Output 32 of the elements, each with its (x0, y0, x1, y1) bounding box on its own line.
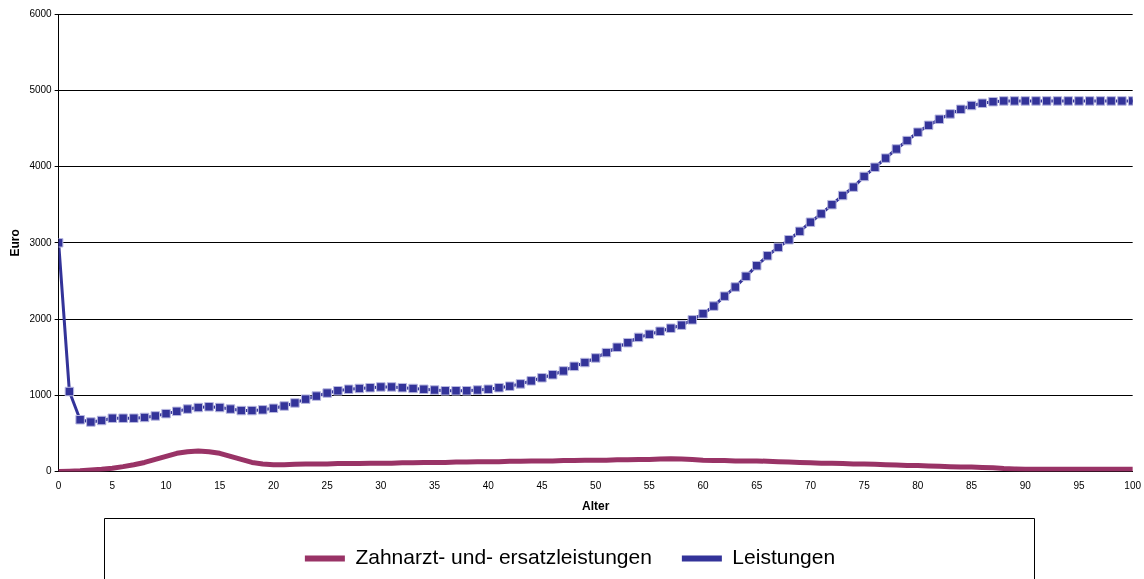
y-tick-label: 0 (46, 465, 53, 477)
y-tick-label: 6000 (29, 7, 53, 19)
legend-label: Zahnarzt- und- ersatzleistungen (355, 545, 652, 569)
legend-label: Leistungen (732, 545, 836, 569)
x-tick-label: 15 (214, 480, 226, 492)
x-tick-label: 95 (1073, 480, 1085, 492)
x-tick-label: 40 (482, 480, 495, 492)
x-tick-label: 65 (751, 480, 763, 492)
x-tick-label: 85 (965, 480, 978, 492)
x-tick-label: 10 (160, 480, 173, 492)
x-tick-label: 20 (267, 480, 280, 492)
x-tick-label: 100 (1124, 480, 1142, 492)
x-tick-label: 45 (536, 480, 548, 492)
y-tick-label: 1000 (29, 389, 53, 401)
x-tick-label: 75 (858, 480, 871, 492)
y-axis-title: Euro (7, 229, 22, 257)
y-tick-label: 4000 (29, 160, 53, 172)
x-tick-label: 30 (375, 480, 387, 492)
x-tick-label: 70 (804, 480, 817, 492)
y-tick-label: 2000 (29, 312, 53, 324)
x-tick-label: 80 (912, 480, 924, 492)
x-tick-label: 5 (109, 480, 116, 492)
x-tick-label: 55 (643, 480, 656, 492)
x-tick-label: 35 (428, 480, 441, 492)
x-tick-label: 25 (321, 480, 334, 492)
x-tick-label: 60 (697, 480, 710, 492)
x-axis-title: Alter (581, 499, 610, 514)
y-tick-label: 3000 (29, 236, 53, 248)
x-tick-label: 50 (590, 480, 602, 492)
x-tick-label: 0 (55, 480, 62, 492)
x-tick-label: 90 (1019, 480, 1032, 492)
y-tick-label: 5000 (29, 84, 53, 96)
